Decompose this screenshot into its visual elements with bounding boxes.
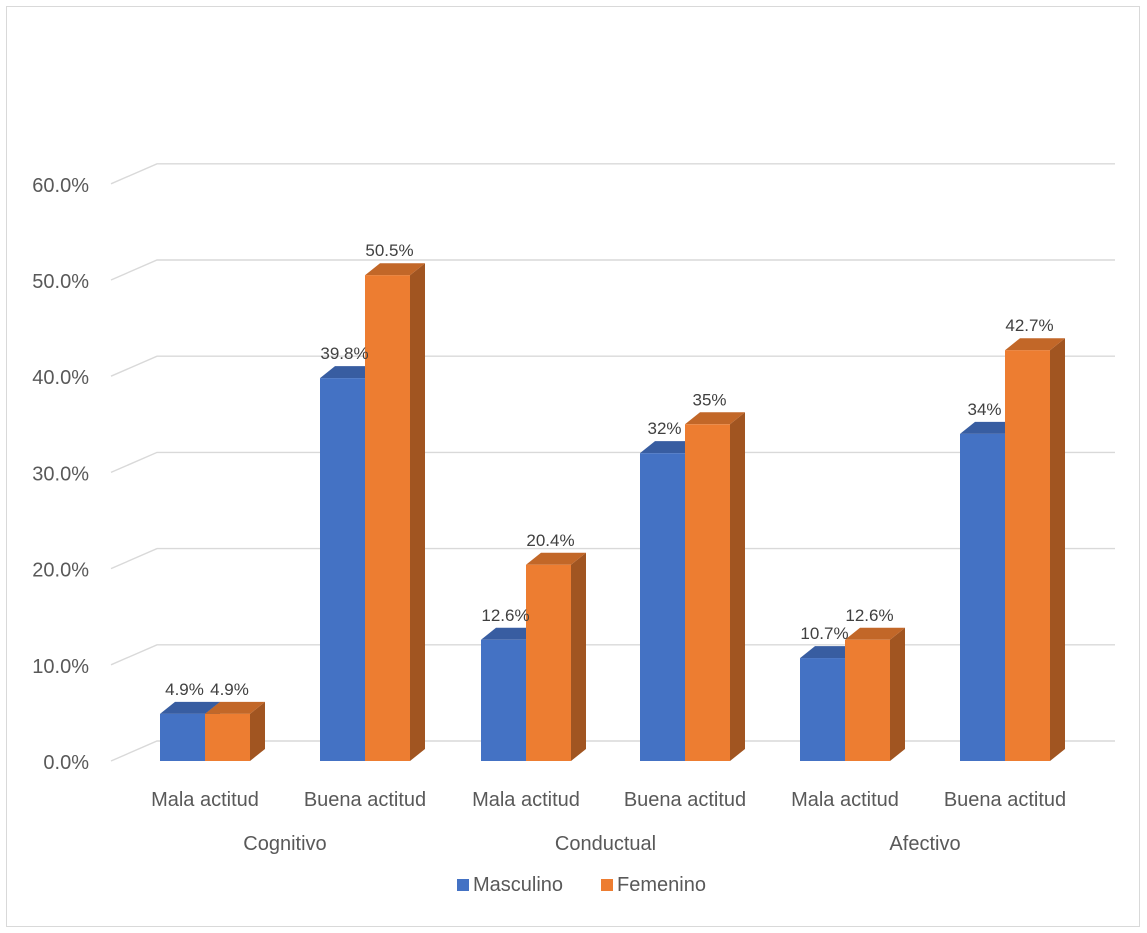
x-group-label: Cognitivo	[243, 833, 326, 855]
data-label: 50.5%	[365, 241, 413, 260]
data-labels: 4.9% 4.9%39.8%50.5%12.6%20.4%32%35%10.7%1…	[165, 241, 1053, 699]
gridline	[110, 163, 1115, 185]
y-axis-ticks: 0.0% 10.0% 20.0% 30.0% 40.0% 50.0% 60.0%	[32, 175, 89, 774]
y-tick-label: 0.0%	[43, 752, 89, 774]
bar-front	[800, 658, 845, 761]
x-tick-label: Buena actitud	[304, 789, 426, 811]
data-label: 12.6%	[481, 606, 529, 625]
bar-front	[205, 713, 250, 761]
legend-item-masculino: Masculino	[457, 874, 563, 896]
x-tick-label: Mala actitud	[472, 789, 580, 811]
data-label: 10.7%	[800, 624, 848, 643]
data-label: 4.9%	[210, 680, 249, 699]
bar-femenino	[1005, 338, 1065, 761]
bar-side	[1050, 338, 1065, 761]
bar-femenino	[205, 701, 265, 761]
legend-label: Masculino	[473, 874, 563, 896]
gridline	[110, 740, 1115, 762]
bar-top	[365, 263, 425, 276]
bar-chart: 0.0% 10.0% 20.0% 30.0% 40.0% 50.0% 60.0% 4.9% 4…	[32, 163, 1115, 896]
data-label: 42.7%	[1005, 316, 1053, 335]
y-tick-label: 30.0%	[32, 463, 89, 485]
bar-front	[845, 639, 890, 761]
data-label: 39.8%	[320, 344, 368, 363]
bar-top	[845, 627, 905, 640]
bars	[160, 263, 1065, 761]
bar-femenino	[685, 412, 745, 761]
bar-femenino	[526, 552, 586, 761]
y-tick-label: 10.0%	[32, 656, 89, 678]
bar-side	[571, 552, 586, 761]
bar-front	[365, 275, 410, 761]
legend-label: Femenino	[617, 874, 706, 896]
x-axis-groups: Cognitivo Conductual Afectivo	[243, 833, 960, 855]
gridline	[110, 355, 1115, 377]
bar-side	[730, 412, 745, 761]
x-tick-label: Mala actitud	[151, 789, 259, 811]
gridline	[110, 451, 1115, 474]
bar-front	[1005, 350, 1050, 761]
bar-side	[890, 627, 905, 761]
bar-front	[481, 639, 526, 761]
y-tick-label: 40.0%	[32, 367, 89, 389]
x-group-label: Afectivo	[889, 833, 960, 855]
bar-top	[1005, 338, 1065, 351]
bar-side	[410, 263, 425, 761]
bar-side	[250, 701, 265, 761]
chart-frame: 0.0% 10.0% 20.0% 30.0% 40.0% 50.0% 60.0% 4.9% 4…	[6, 6, 1140, 927]
x-tick-label: Buena actitud	[944, 789, 1066, 811]
legend: Masculino Femenino	[457, 874, 706, 896]
y-tick-label: 50.0%	[32, 271, 89, 293]
gridline	[110, 259, 1115, 281]
legend-item-femenino: Femenino	[601, 874, 706, 896]
bar-top	[160, 701, 220, 714]
gridline	[110, 547, 1115, 570]
legend-swatch	[457, 879, 469, 891]
bar-femenino	[845, 627, 905, 761]
bar-front	[960, 433, 1005, 761]
bar-front	[526, 564, 571, 761]
x-tick-label: Buena actitud	[624, 789, 746, 811]
data-label: 12.6%	[845, 606, 893, 625]
data-label: 32%	[647, 419, 681, 438]
bar-front	[640, 453, 685, 761]
bar-front	[160, 713, 205, 761]
x-axis-ticks: Mala actitud Buena actitud Mala actitud Bue…	[151, 789, 1066, 811]
y-tick-label: 60.0%	[32, 175, 89, 197]
data-label: 4.9%	[165, 680, 204, 699]
gridline	[110, 644, 1115, 666]
bar-femenino	[365, 263, 425, 761]
x-group-label: Conductual	[555, 833, 656, 855]
legend-swatch	[601, 879, 613, 891]
bar-top	[205, 701, 265, 714]
bar-front	[320, 378, 365, 761]
data-label: 20.4%	[526, 531, 574, 550]
gridlines	[110, 163, 1115, 762]
x-tick-label: Mala actitud	[791, 789, 899, 811]
bar-top	[526, 552, 586, 565]
bar-top	[685, 412, 745, 425]
y-tick-label: 20.0%	[32, 560, 89, 582]
data-label: 35%	[692, 390, 726, 409]
data-label: 34%	[967, 400, 1001, 419]
bar-front	[685, 424, 730, 761]
